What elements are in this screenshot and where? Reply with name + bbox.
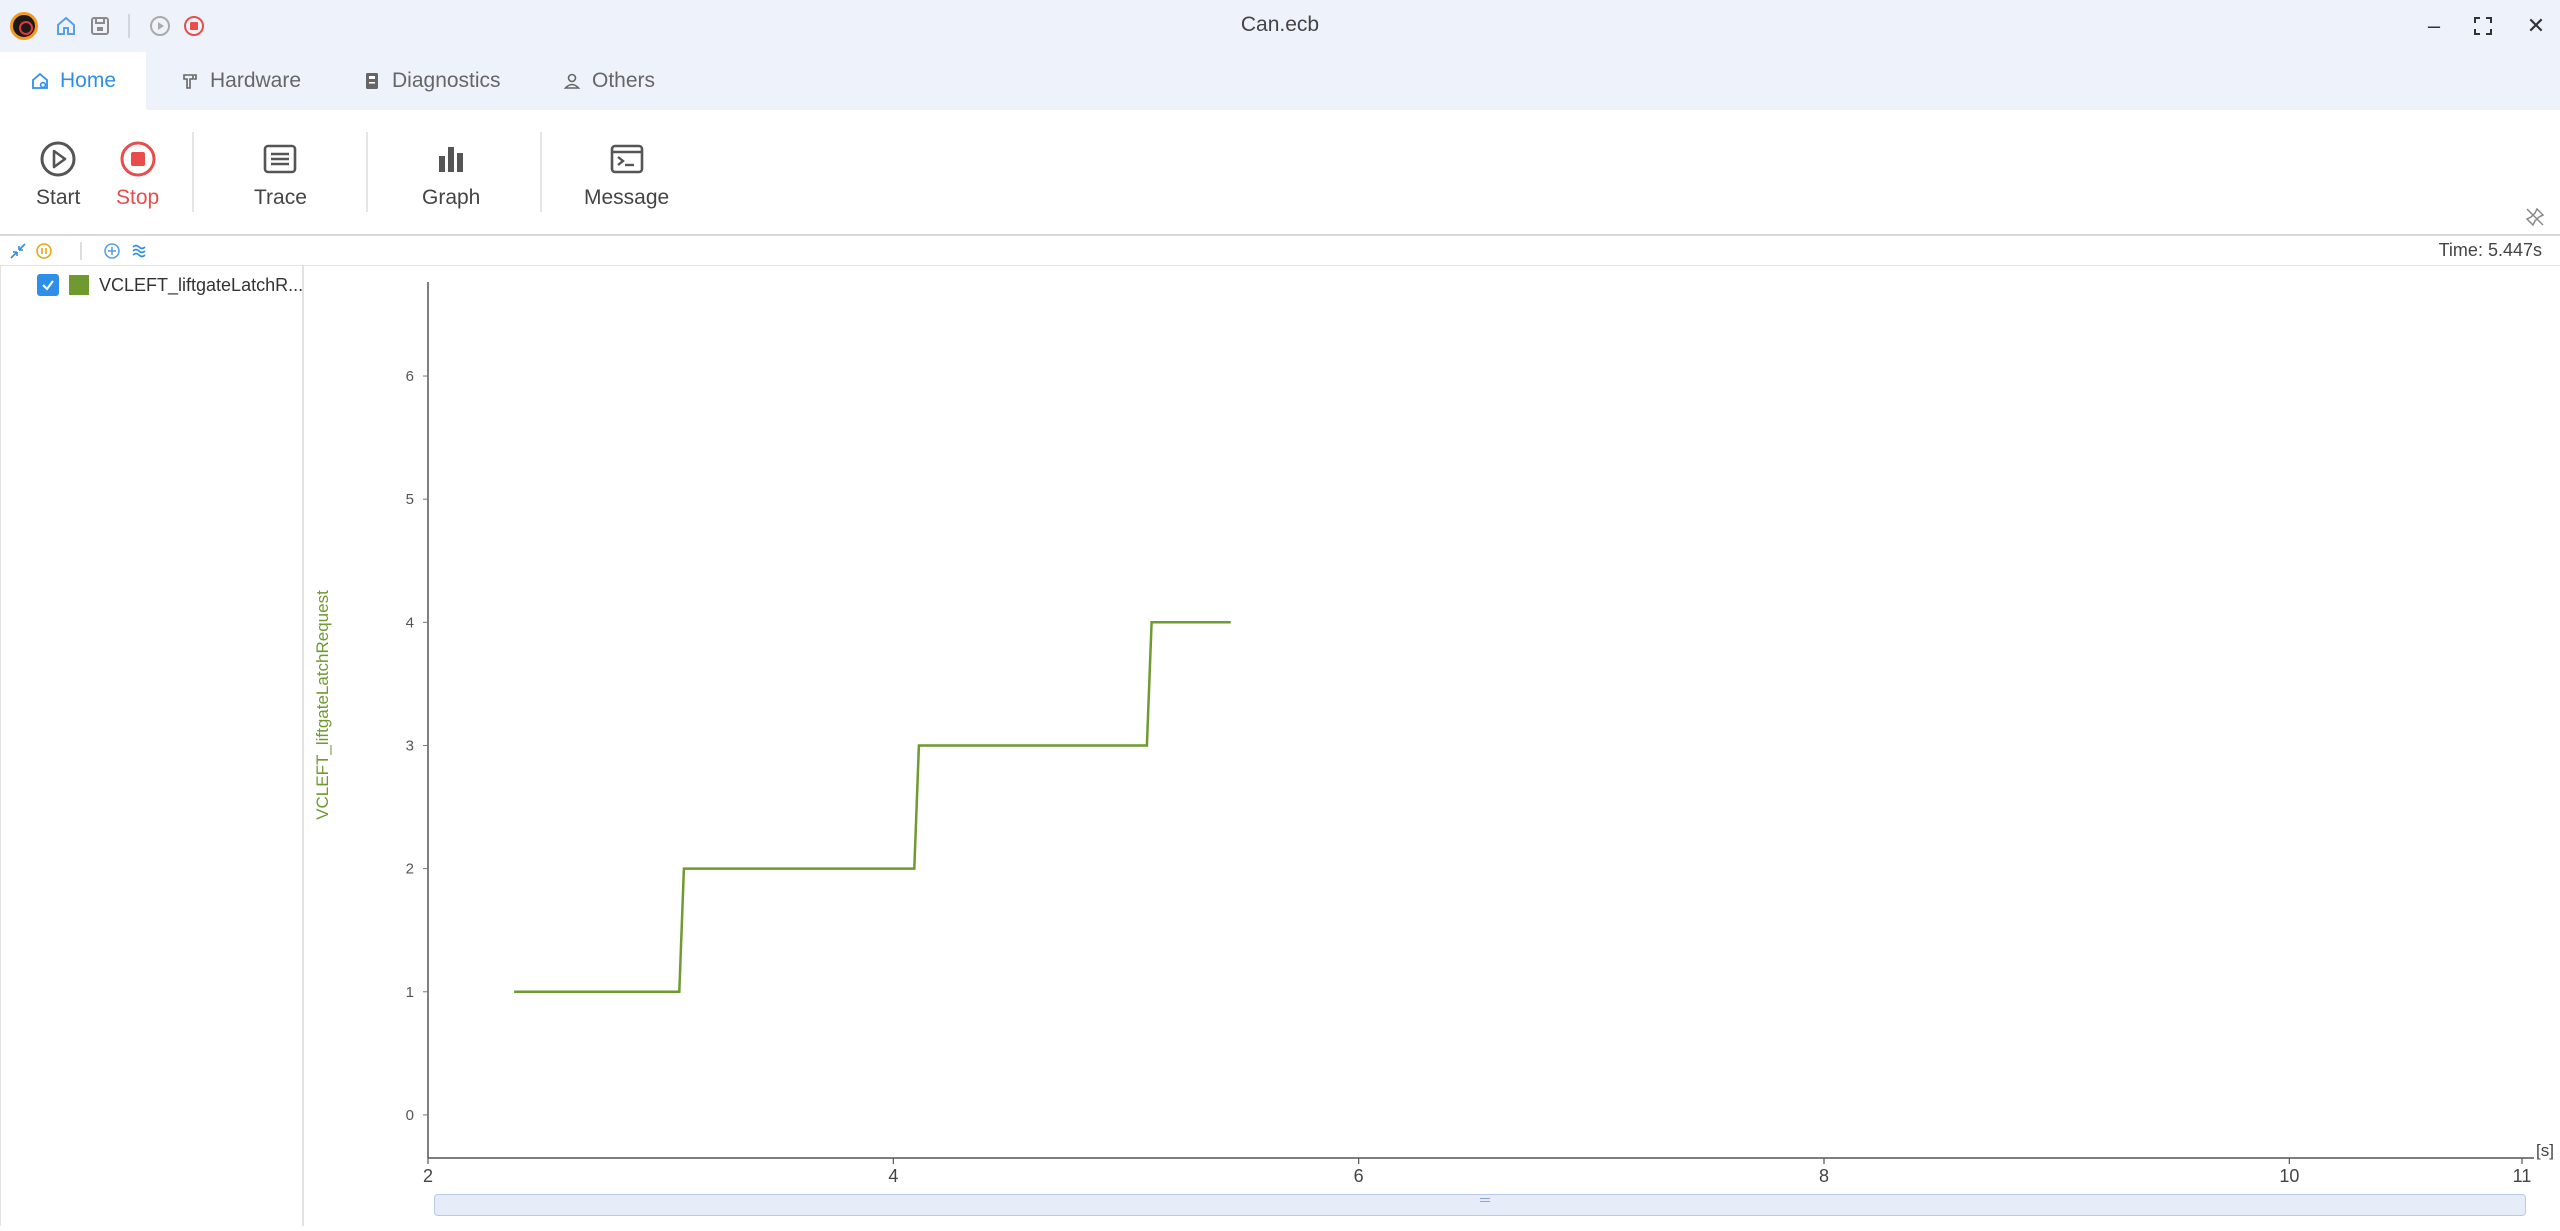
ribbon-divider (540, 132, 542, 212)
home-icon (32, 72, 48, 89)
ribbon-toolbar: Start Stop Trace (0, 110, 2560, 236)
titlebar-divider (128, 14, 130, 38)
signal-chart[interactable]: VCLEFT_liftgateLatchRequest 0 1 2 3 4 5 6 2 4 6 8 1… (306, 266, 2560, 1226)
tab-label: Others (592, 69, 656, 92)
window-title: Can.ecb (1240, 13, 1320, 36)
save-icon[interactable] (88, 14, 112, 38)
x-tick-label: 10 (2279, 1166, 2299, 1186)
device-icon (366, 73, 378, 89)
title-bar: Can.ecb – ✕ (0, 0, 2560, 52)
x-tick-label: 4 (888, 1166, 898, 1186)
stop-icon (120, 141, 156, 177)
tab-hardware[interactable]: Hardware (150, 52, 331, 110)
tab-others[interactable]: Others (532, 52, 685, 110)
time-readout: Time: 5.447s (2438, 240, 2542, 260)
close-button[interactable]: ✕ (2526, 13, 2546, 38)
message-label: Message (584, 186, 670, 209)
stop-label: Stop (116, 186, 160, 209)
x-tick-label: 2 (423, 1166, 433, 1186)
horizontal-zoom-scrollbar[interactable] (434, 1194, 2526, 1216)
trace-label: Trace (254, 186, 307, 209)
start-button[interactable]: Start (36, 140, 80, 210)
y-tick-label: 1 (406, 984, 414, 1001)
maximize-button[interactable] (2467, 10, 2499, 42)
add-signal-icon[interactable] (102, 241, 122, 261)
y-axis-label: VCLEFT_liftgateLatchRequest (313, 590, 332, 820)
graph-label: Graph (422, 186, 481, 209)
x-tick-label: 8 (1819, 1166, 1829, 1186)
y-tick-label: 6 (406, 368, 414, 385)
bar-chart-icon (439, 147, 464, 172)
user-icon (563, 73, 581, 89)
message-button[interactable]: Message (584, 140, 669, 210)
tab-label: Diagnostics (392, 69, 501, 92)
y-tick-label: 5 (406, 491, 414, 508)
stop-icon[interactable] (182, 14, 206, 38)
graph-button[interactable]: Graph (422, 140, 480, 210)
chart-canvas: VCLEFT_liftgateLatchRequest 0 1 2 3 4 5 6 2 4 6 8 1… (313, 282, 2554, 1186)
signal-checkbox[interactable] (37, 274, 59, 296)
start-label: Start (36, 186, 81, 209)
y-tick-label: 3 (406, 737, 414, 754)
y-tick-label: 4 (406, 614, 414, 631)
series-line (514, 621, 1231, 994)
tab-label: Home (60, 69, 117, 92)
signal-list-panel: VCLEFT_liftgateLatchR... (0, 266, 304, 1226)
maximize-icon (2474, 17, 2492, 35)
x-unit-label: [s] (2536, 1141, 2554, 1160)
signal-color-swatch[interactable] (69, 275, 89, 295)
tab-home[interactable]: Home (0, 52, 147, 110)
check-icon (42, 280, 54, 291)
scroll-grip[interactable] (1480, 1198, 1490, 1202)
signal-row[interactable]: VCLEFT_liftgateLatchR... (37, 274, 309, 296)
signal-name: VCLEFT_liftgateLatchR... (99, 274, 304, 295)
home-icon[interactable] (54, 14, 78, 38)
tab-diagnostics[interactable]: Diagnostics (332, 52, 531, 110)
ribbon-tabs: Home Hardware Diagnostics Others – ✕ (0, 52, 2560, 145)
ribbon-divider (192, 132, 194, 212)
collapse-icon[interactable] (8, 241, 28, 261)
x-tick-label: 11 (2513, 1166, 2532, 1186)
wave-icon[interactable] (130, 241, 150, 261)
x-tick-label: 6 (1354, 1166, 1364, 1186)
tab-label: Hardware (210, 69, 302, 92)
ribbon-divider (366, 132, 368, 212)
y-tick-label: 2 (406, 861, 414, 878)
pause-icon[interactable] (34, 241, 54, 261)
graph-toolbar: Time: 5.447s (0, 236, 2560, 266)
trace-button[interactable]: Trace (254, 140, 307, 210)
stop-button[interactable]: Stop (116, 140, 159, 210)
app-logo (10, 12, 38, 40)
play-icon (40, 141, 76, 177)
y-tick-label: 0 (406, 1107, 414, 1124)
minimize-button[interactable]: – (2427, 13, 2441, 38)
trace-icon (264, 144, 297, 174)
unpin-icon[interactable] (2524, 206, 2546, 228)
play-icon[interactable] (148, 14, 172, 38)
hammer-icon (183, 74, 197, 89)
toolbar-divider (80, 242, 82, 260)
console-icon (610, 144, 643, 174)
